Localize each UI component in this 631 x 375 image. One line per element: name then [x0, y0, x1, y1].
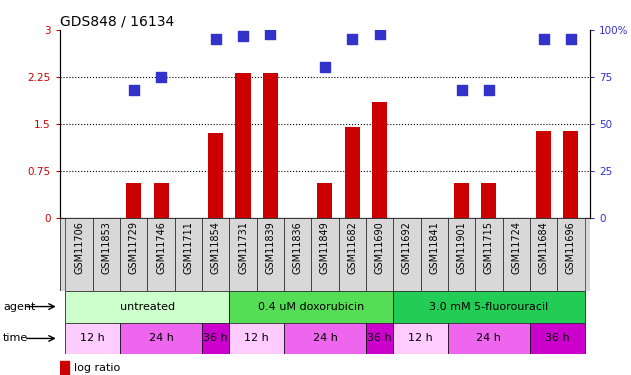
Text: GSM11682: GSM11682 — [347, 221, 357, 274]
Text: untreated: untreated — [120, 302, 175, 312]
Bar — [481, 183, 497, 218]
Text: GSM11853: GSM11853 — [102, 221, 112, 274]
Point — [484, 87, 494, 93]
Text: GSM11724: GSM11724 — [511, 221, 521, 274]
Bar — [60, 361, 69, 375]
Bar — [530, 217, 557, 291]
Text: GSM11696: GSM11696 — [566, 221, 576, 274]
Bar — [557, 217, 584, 291]
Point — [211, 36, 221, 42]
Text: 24 h: 24 h — [148, 333, 174, 344]
Bar — [126, 183, 141, 218]
Bar — [66, 322, 120, 354]
Point — [238, 33, 248, 39]
Text: GSM11729: GSM11729 — [129, 221, 139, 274]
Point — [265, 31, 275, 37]
Bar — [530, 322, 584, 354]
Bar — [257, 217, 284, 291]
Bar — [421, 217, 448, 291]
Text: GSM11690: GSM11690 — [375, 221, 385, 274]
Bar — [284, 217, 311, 291]
Text: 36 h: 36 h — [203, 333, 228, 344]
Text: agent: agent — [3, 302, 35, 312]
Point — [375, 31, 385, 37]
Text: time: time — [3, 333, 28, 344]
Bar — [235, 72, 251, 217]
Bar — [536, 131, 551, 218]
Text: 24 h: 24 h — [476, 333, 502, 344]
Text: 0.4 uM doxorubicin: 0.4 uM doxorubicin — [258, 302, 365, 312]
Text: GDS848 / 16134: GDS848 / 16134 — [60, 15, 174, 29]
Text: 12 h: 12 h — [244, 333, 269, 344]
Bar — [317, 183, 333, 218]
Text: GSM11746: GSM11746 — [156, 221, 166, 274]
Bar — [311, 217, 339, 291]
Text: 36 h: 36 h — [367, 333, 392, 344]
Text: GSM11836: GSM11836 — [293, 221, 303, 274]
Text: log ratio: log ratio — [74, 363, 121, 373]
Text: 24 h: 24 h — [312, 333, 338, 344]
Bar — [93, 217, 120, 291]
Bar — [366, 322, 393, 354]
Bar — [66, 291, 229, 322]
Bar — [229, 291, 393, 322]
Text: GSM11849: GSM11849 — [320, 221, 330, 274]
Bar — [262, 72, 278, 217]
Point — [456, 87, 466, 93]
Text: GSM11692: GSM11692 — [402, 221, 412, 274]
Text: GSM11901: GSM11901 — [457, 221, 466, 274]
Point — [566, 36, 576, 42]
Bar — [372, 102, 387, 218]
Point — [320, 64, 330, 70]
Bar — [448, 322, 530, 354]
Text: GSM11731: GSM11731 — [238, 221, 248, 274]
Bar — [229, 217, 257, 291]
Text: 3.0 mM 5-fluorouracil: 3.0 mM 5-fluorouracil — [429, 302, 548, 312]
Bar — [563, 131, 579, 218]
Bar — [284, 322, 366, 354]
Bar — [454, 183, 469, 218]
Bar — [229, 322, 284, 354]
Bar — [475, 217, 502, 291]
Text: GSM11841: GSM11841 — [429, 221, 439, 274]
Bar — [175, 217, 202, 291]
Bar — [120, 322, 202, 354]
Bar — [202, 322, 229, 354]
Bar — [66, 217, 93, 291]
Text: GSM11684: GSM11684 — [538, 221, 548, 274]
Bar — [393, 322, 448, 354]
Bar — [502, 217, 530, 291]
Bar — [393, 217, 421, 291]
Text: GSM11706: GSM11706 — [74, 221, 84, 274]
Text: GSM11715: GSM11715 — [484, 221, 494, 274]
Bar — [208, 133, 223, 218]
Bar — [339, 217, 366, 291]
Text: GSM11854: GSM11854 — [211, 221, 221, 274]
Bar — [148, 217, 175, 291]
Text: GSM11839: GSM11839 — [265, 221, 275, 274]
Bar — [202, 217, 229, 291]
Text: 12 h: 12 h — [408, 333, 433, 344]
Point — [538, 36, 548, 42]
Point — [347, 36, 357, 42]
Point — [129, 87, 139, 93]
Bar — [153, 183, 168, 218]
Bar — [393, 291, 584, 322]
Point — [156, 74, 166, 80]
Bar — [448, 217, 475, 291]
Bar — [366, 217, 393, 291]
Bar — [345, 127, 360, 218]
Text: GSM11711: GSM11711 — [184, 221, 193, 274]
Text: 12 h: 12 h — [80, 333, 105, 344]
Text: 36 h: 36 h — [545, 333, 570, 344]
Bar — [120, 217, 148, 291]
